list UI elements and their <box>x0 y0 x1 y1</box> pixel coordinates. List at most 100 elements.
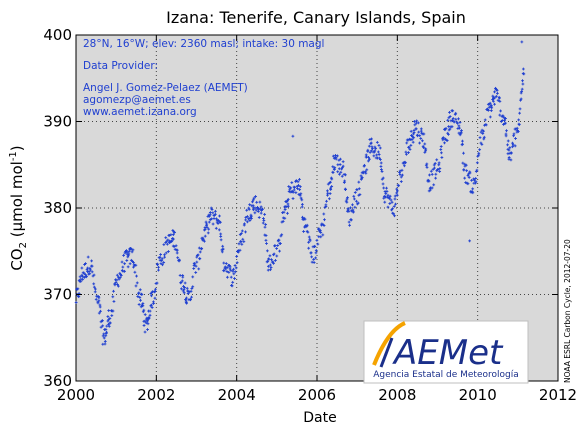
data-point <box>185 301 189 305</box>
data-point <box>90 270 94 274</box>
data-point <box>266 264 270 268</box>
data-point <box>474 180 478 184</box>
data-point <box>405 141 409 145</box>
data-point <box>425 165 429 169</box>
data-point <box>491 99 495 103</box>
data-point <box>359 174 363 178</box>
data-point <box>306 230 310 234</box>
data-point <box>494 94 498 98</box>
data-point <box>353 205 357 209</box>
data-point <box>521 79 524 83</box>
data-point <box>233 264 237 267</box>
data-point <box>507 156 511 159</box>
data-point <box>341 164 345 168</box>
data-point <box>391 207 394 211</box>
annotation-website: www.aemet.izana.org <box>83 106 197 118</box>
data-point <box>129 247 133 251</box>
data-point <box>300 205 304 209</box>
data-point <box>269 266 273 269</box>
data-point <box>127 250 131 254</box>
x-ticks: 2000 2002 2004 2006 2008 2010 2012 <box>57 35 577 404</box>
data-point <box>275 247 279 250</box>
data-point <box>85 268 89 272</box>
data-point <box>142 308 146 312</box>
data-point <box>428 173 431 177</box>
data-point <box>89 268 92 272</box>
data-point <box>88 267 92 270</box>
data-point <box>506 143 509 147</box>
data-point <box>294 179 298 182</box>
data-point <box>126 265 130 269</box>
data-point <box>225 270 229 273</box>
data-point <box>365 168 369 172</box>
data-point <box>522 72 526 76</box>
data-point <box>478 136 482 140</box>
data-point <box>319 235 323 239</box>
data-point <box>110 314 114 318</box>
data-point <box>309 251 313 255</box>
data-point <box>506 139 510 143</box>
data-point <box>394 202 397 206</box>
data-point <box>112 300 116 303</box>
x-tick-label: 2010 <box>459 386 497 404</box>
data-point <box>171 229 175 232</box>
data-point <box>268 263 272 267</box>
data-point <box>235 261 239 265</box>
data-point <box>312 258 316 261</box>
data-point <box>450 125 454 129</box>
data-point <box>358 193 362 196</box>
data-point <box>457 124 461 128</box>
data-point <box>339 170 343 174</box>
data-point <box>135 274 138 278</box>
data-point <box>101 334 105 338</box>
data-point <box>418 141 422 145</box>
data-point <box>97 311 101 315</box>
data-point <box>520 90 524 93</box>
data-point <box>439 148 443 151</box>
data-point <box>449 119 453 123</box>
data-point <box>356 201 360 205</box>
logo-wordmark: AEMet <box>392 333 504 373</box>
data-point <box>481 132 485 135</box>
data-point <box>369 141 373 145</box>
data-point <box>510 151 513 155</box>
data-point <box>305 223 309 227</box>
data-point <box>185 296 188 300</box>
data-point <box>172 245 176 248</box>
data-point <box>124 249 128 252</box>
data-point <box>275 254 279 258</box>
data-point <box>482 129 485 133</box>
data-point <box>447 132 450 136</box>
data-point <box>357 187 361 191</box>
data-point <box>347 209 351 213</box>
data-point <box>251 200 254 204</box>
data-point <box>219 235 223 238</box>
data-point <box>282 210 286 214</box>
data-point <box>515 130 519 134</box>
data-point <box>259 211 263 215</box>
data-point <box>398 169 402 173</box>
data-point <box>409 129 413 133</box>
data-point <box>388 202 392 205</box>
data-point <box>322 212 326 216</box>
data-point <box>211 211 215 215</box>
data-point <box>291 190 295 194</box>
data-point <box>178 273 182 277</box>
data-point <box>293 186 296 189</box>
data-point <box>153 296 157 300</box>
data-point <box>87 270 91 273</box>
data-point <box>141 304 145 308</box>
data-point <box>105 330 108 334</box>
data-point <box>117 277 121 281</box>
data-point <box>368 157 371 161</box>
data-point <box>434 172 438 176</box>
data-point <box>462 151 465 155</box>
data-point <box>178 258 181 262</box>
data-point <box>429 169 433 173</box>
data-point <box>298 193 302 197</box>
data-point <box>454 117 458 121</box>
data-point <box>289 186 292 190</box>
data-point <box>107 324 111 328</box>
data-point <box>427 179 431 183</box>
data-point <box>291 197 295 200</box>
